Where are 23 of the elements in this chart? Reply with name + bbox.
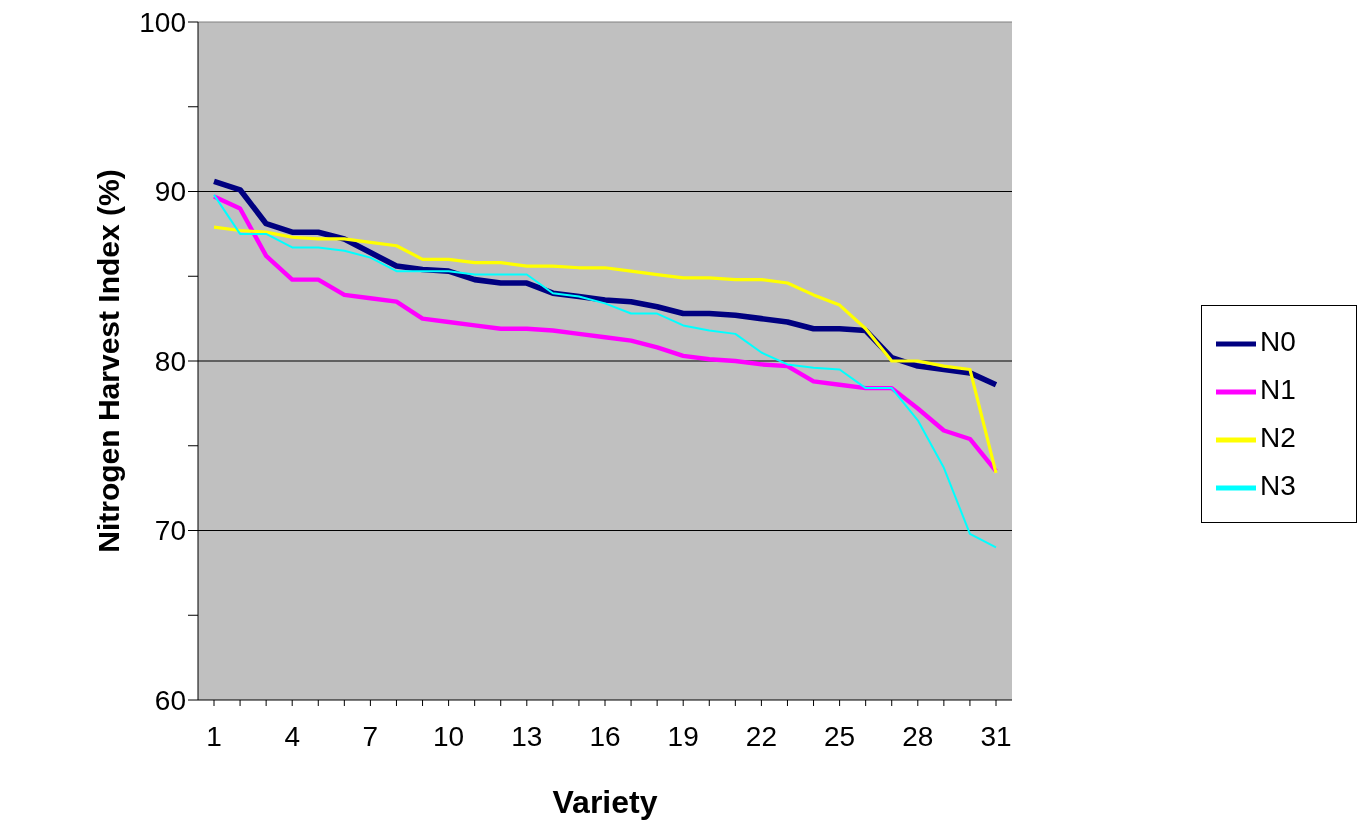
x-tick-label: 28 (902, 720, 934, 752)
y-axis-title: Nitrogen Harvest Index (%) (91, 169, 125, 553)
x-axis-title: Variety (552, 783, 658, 820)
y-tick-label: 90 (154, 176, 186, 208)
legend-label: N1 (1260, 374, 1296, 405)
x-tick-label: 31 (980, 720, 1012, 752)
y-tick-label: 100 (139, 6, 186, 38)
x-tick-label: 7 (362, 720, 379, 752)
legend-label: N3 (1260, 470, 1296, 501)
x-tick-label: 13 (511, 720, 543, 752)
y-tick-label: 80 (154, 345, 186, 377)
legend-label: N2 (1260, 422, 1296, 453)
legend-label: N0 (1260, 326, 1296, 357)
x-tick-label: 22 (745, 720, 777, 752)
x-tick-label: 16 (589, 720, 621, 752)
x-tick-label: 25 (824, 720, 856, 752)
y-tick-label: 70 (154, 515, 186, 547)
x-tick-label: 4 (284, 720, 300, 752)
y-tick-label: 60 (154, 684, 186, 716)
line-series (213, 193, 997, 549)
x-tick-label: 19 (667, 720, 699, 752)
x-tick-label: 1 (206, 720, 222, 752)
x-tick-label: 10 (433, 720, 465, 752)
